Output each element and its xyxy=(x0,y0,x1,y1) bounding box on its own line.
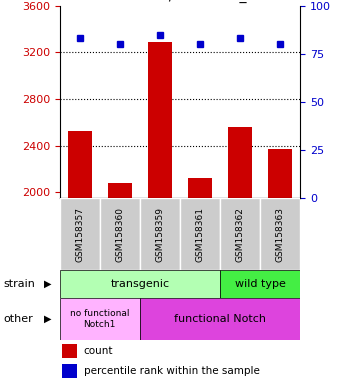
Bar xyxy=(268,149,292,198)
Text: GSM158357: GSM158357 xyxy=(75,207,84,262)
Text: count: count xyxy=(84,346,113,356)
Bar xyxy=(148,42,172,198)
Text: ▶: ▶ xyxy=(44,279,52,289)
Bar xyxy=(220,198,260,270)
Bar xyxy=(62,344,76,358)
Text: other: other xyxy=(3,314,33,324)
Text: transgenic: transgenic xyxy=(110,279,169,289)
Text: no functional
Notch1: no functional Notch1 xyxy=(70,310,130,329)
Text: wild type: wild type xyxy=(235,279,285,289)
Text: GSM158361: GSM158361 xyxy=(195,207,204,262)
Bar xyxy=(140,298,300,340)
Bar xyxy=(62,364,76,378)
Bar xyxy=(180,198,220,270)
Text: GSM158359: GSM158359 xyxy=(155,207,164,262)
Title: GDS2848 / 1438409_at: GDS2848 / 1438409_at xyxy=(99,0,261,3)
Bar xyxy=(68,131,92,198)
Bar xyxy=(220,270,300,298)
Text: GSM158362: GSM158362 xyxy=(236,207,244,262)
Bar xyxy=(60,270,220,298)
Text: GSM158363: GSM158363 xyxy=(276,207,284,262)
Text: percentile rank within the sample: percentile rank within the sample xyxy=(84,366,260,376)
Bar xyxy=(108,183,132,198)
Bar xyxy=(60,298,140,340)
Text: ▶: ▶ xyxy=(44,314,52,324)
Text: strain: strain xyxy=(3,279,35,289)
Bar xyxy=(140,198,180,270)
Bar xyxy=(60,198,100,270)
Bar xyxy=(228,127,252,198)
Text: functional Notch: functional Notch xyxy=(174,314,266,324)
Bar xyxy=(260,198,300,270)
Bar xyxy=(100,198,140,270)
Text: GSM158360: GSM158360 xyxy=(115,207,124,262)
Bar xyxy=(188,178,212,198)
